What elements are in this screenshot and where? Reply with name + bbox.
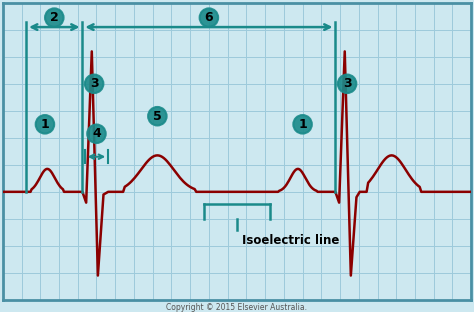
Text: Copyright © 2015 Elsevier Australia.: Copyright © 2015 Elsevier Australia. <box>166 304 308 312</box>
Text: 2: 2 <box>50 11 59 24</box>
Text: 3: 3 <box>343 77 351 90</box>
Text: 3: 3 <box>90 77 99 90</box>
Text: Isoelectric line: Isoelectric line <box>242 234 339 247</box>
Text: 1: 1 <box>41 118 49 131</box>
Text: 6: 6 <box>205 11 213 24</box>
Text: 5: 5 <box>153 110 162 123</box>
Text: 1: 1 <box>298 118 307 131</box>
Text: 4: 4 <box>92 127 101 140</box>
